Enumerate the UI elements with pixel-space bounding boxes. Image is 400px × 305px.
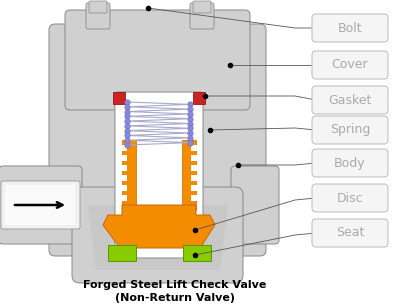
Bar bbox=[113, 92, 125, 104]
FancyBboxPatch shape bbox=[89, 1, 107, 13]
Text: Seat: Seat bbox=[336, 227, 364, 239]
FancyBboxPatch shape bbox=[190, 3, 214, 29]
Bar bbox=[191, 165, 199, 171]
Text: Gasket: Gasket bbox=[328, 94, 372, 106]
Bar bbox=[108, 245, 136, 261]
Text: Spring: Spring bbox=[330, 124, 370, 137]
FancyBboxPatch shape bbox=[312, 219, 388, 247]
Polygon shape bbox=[88, 205, 228, 270]
Bar bbox=[122, 140, 136, 210]
Bar bbox=[191, 155, 199, 161]
FancyBboxPatch shape bbox=[0, 166, 82, 244]
Bar bbox=[191, 145, 199, 151]
Bar bbox=[119, 145, 127, 151]
Bar bbox=[119, 175, 127, 181]
FancyBboxPatch shape bbox=[312, 184, 388, 212]
Bar bbox=[119, 185, 127, 191]
FancyBboxPatch shape bbox=[312, 51, 388, 79]
Text: Disc: Disc bbox=[337, 192, 363, 204]
Bar bbox=[193, 92, 205, 104]
FancyBboxPatch shape bbox=[86, 3, 110, 29]
Bar bbox=[191, 175, 199, 181]
FancyBboxPatch shape bbox=[1, 181, 80, 229]
FancyBboxPatch shape bbox=[193, 1, 211, 13]
Text: Cover: Cover bbox=[332, 59, 368, 71]
Bar bbox=[119, 165, 127, 171]
Bar bbox=[5, 185, 75, 225]
Bar bbox=[183, 245, 211, 261]
Bar bbox=[182, 140, 196, 210]
Bar bbox=[119, 195, 127, 201]
Text: Forged Steel Lift Check Valve: Forged Steel Lift Check Valve bbox=[83, 280, 267, 290]
FancyBboxPatch shape bbox=[312, 86, 388, 114]
FancyBboxPatch shape bbox=[115, 92, 203, 258]
FancyBboxPatch shape bbox=[312, 149, 388, 177]
Text: Bolt: Bolt bbox=[338, 21, 362, 34]
FancyBboxPatch shape bbox=[312, 116, 388, 144]
Text: Body: Body bbox=[334, 156, 366, 170]
Bar bbox=[119, 155, 127, 161]
FancyBboxPatch shape bbox=[49, 24, 266, 256]
FancyBboxPatch shape bbox=[312, 14, 388, 42]
FancyBboxPatch shape bbox=[65, 10, 250, 110]
Bar bbox=[191, 185, 199, 191]
Text: (Non-Return Valve): (Non-Return Valve) bbox=[115, 293, 235, 303]
FancyBboxPatch shape bbox=[72, 187, 243, 283]
FancyBboxPatch shape bbox=[231, 166, 279, 244]
Bar bbox=[191, 195, 199, 201]
Polygon shape bbox=[103, 205, 215, 248]
